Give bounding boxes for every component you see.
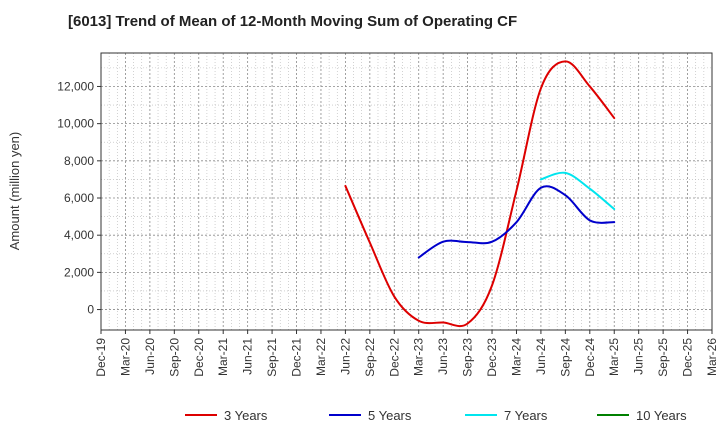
x-tick-label: Sep-20: [167, 338, 181, 377]
legend-item-3-years: 3 Years: [185, 408, 268, 423]
x-tick-label: Mar-26: [705, 338, 719, 376]
y-tick-label: 4,000: [64, 228, 94, 242]
x-tick-label: Sep-23: [461, 338, 475, 377]
x-tick-label: Mar-24: [509, 338, 523, 376]
x-tick-label: Sep-25: [656, 338, 670, 377]
series-line-7-years: [539, 171, 616, 211]
x-tick-label: Dec-20: [192, 338, 206, 377]
legend: 3 Years 5 Years 7 Years 10 Years: [185, 408, 687, 423]
x-tick-label: Mar-21: [216, 338, 230, 376]
y-tick-label: 6,000: [64, 191, 94, 205]
x-tick-label: Jun-22: [338, 338, 352, 375]
grid: [100, 53, 713, 330]
x-tick-label: Mar-23: [412, 338, 426, 376]
plot-area-frame: [100, 52, 713, 331]
x-tick-label: Jun-23: [436, 338, 450, 375]
legend-item-7-years: 7 Years: [465, 408, 548, 423]
chart-title: [6013] Trend of Mean of 12-Month Moving …: [68, 13, 517, 30]
legend-label: 5 Years: [368, 408, 412, 423]
series-line-3-years: [344, 60, 616, 328]
x-tick-label: Dec-22: [387, 338, 401, 377]
x-tick-label: Jun-20: [143, 338, 157, 375]
x-tick-label: Sep-24: [558, 338, 572, 377]
x-tick-label: Jun-21: [241, 338, 255, 375]
legend-item-5-years: 5 Years: [329, 408, 412, 423]
x-tick-label: Dec-19: [94, 338, 108, 377]
y-tick-label: 8,000: [64, 154, 94, 168]
y-tick-label: 2,000: [64, 265, 94, 279]
x-tick-label: Mar-20: [118, 338, 132, 376]
y-axis-ticks: 0 2,000 4,000 6,000 8,000 10,000 12,000: [57, 79, 101, 317]
x-tick-label: Dec-21: [290, 338, 304, 377]
x-tick-label: Dec-23: [485, 338, 499, 377]
series-line-5-years: [417, 185, 616, 259]
series-lines: [344, 60, 616, 328]
legend-label: 10 Years: [636, 408, 687, 423]
x-tick-label: Mar-22: [314, 338, 328, 376]
legend-label: 7 Years: [504, 408, 548, 423]
x-tick-label: Mar-25: [607, 338, 621, 376]
x-axis-ticks: Dec-19 Mar-20 Jun-20 Sep-20 Dec-20 Mar-21 Jun-…: [94, 330, 719, 377]
legend-label: 3 Years: [224, 408, 268, 423]
x-tick-label: Jun-25: [632, 338, 646, 375]
y-tick-label: 12,000: [57, 79, 94, 93]
x-tick-label: Sep-22: [363, 338, 377, 377]
y-tick-label: 10,000: [57, 117, 94, 131]
x-tick-label: Sep-21: [265, 338, 279, 377]
y-tick-label: 0: [87, 303, 94, 317]
x-tick-label: Jun-24: [534, 338, 548, 375]
legend-item-10-years: 10 Years: [597, 408, 687, 423]
x-tick-label: Dec-24: [583, 338, 597, 377]
x-tick-label: Dec-25: [681, 338, 695, 377]
y-axis-label: Amount (million yen): [7, 132, 22, 251]
